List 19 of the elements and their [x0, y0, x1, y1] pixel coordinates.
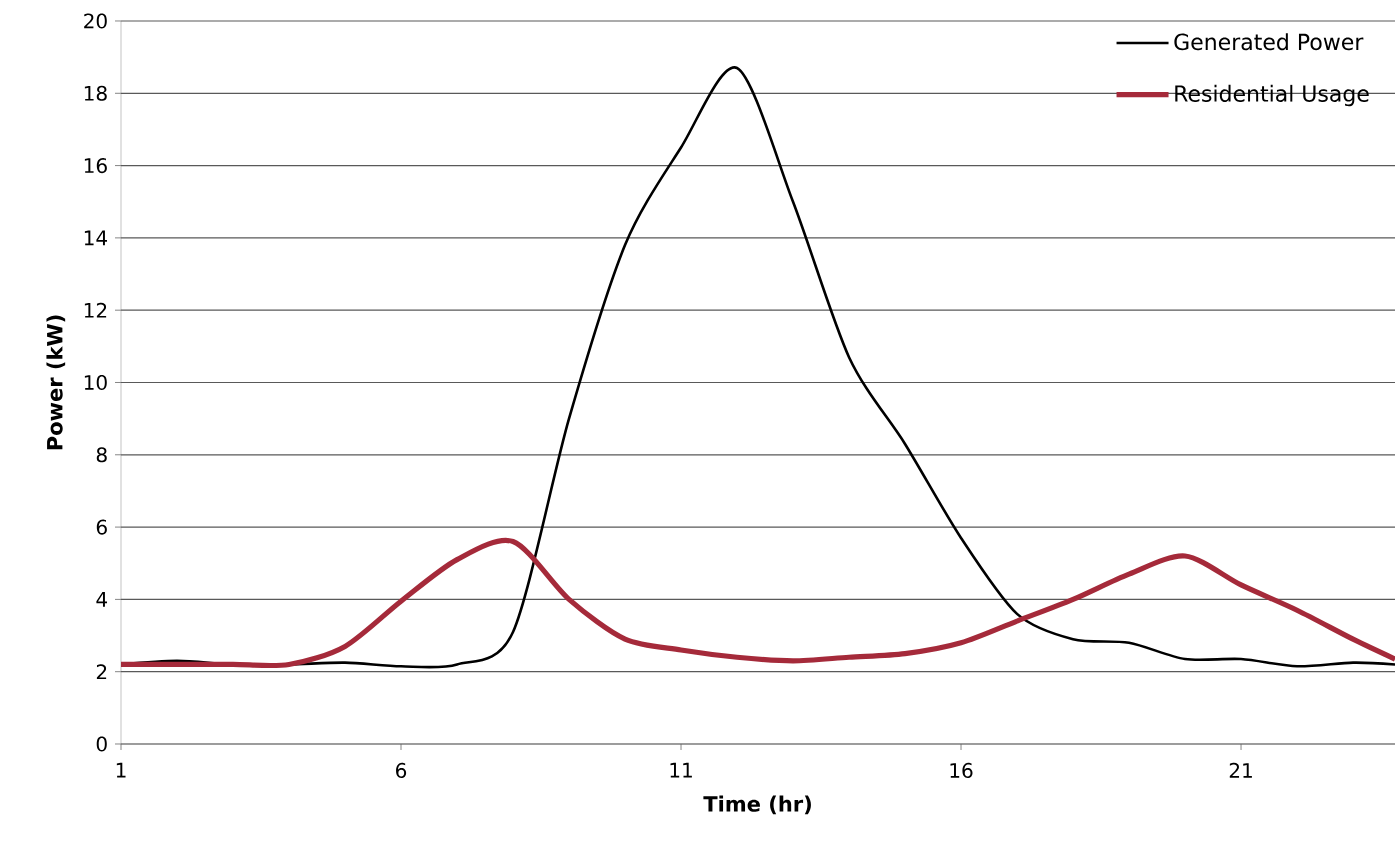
- x-tick-label: 6: [396, 762, 407, 778]
- y-tick-label: 16: [84, 158, 107, 174]
- legend-label: Generated Power: [1174, 33, 1364, 51]
- y-tick-label: 14: [84, 230, 108, 246]
- y-tick-label: 8: [96, 447, 107, 463]
- x-tick-label: 11: [670, 762, 692, 778]
- y-tick-label: 20: [84, 13, 107, 29]
- y-tick-label: 18: [84, 85, 107, 101]
- y-tick-label: 10: [84, 374, 107, 391]
- y-tick-label: 12: [84, 302, 107, 318]
- x-tick-label: 21: [1229, 762, 1252, 778]
- y-tick-label: 0: [96, 736, 107, 752]
- x-tick-label: 16: [950, 762, 973, 778]
- x-axis-title: Time (hr): [703, 795, 811, 815]
- y-tick-label: 4: [96, 592, 108, 607]
- y-axis-title: Power (kW): [46, 315, 66, 450]
- y-tick-label: 2: [96, 664, 107, 680]
- y-tick-label: 6: [96, 519, 107, 535]
- x-tick-label: 1: [116, 762, 126, 778]
